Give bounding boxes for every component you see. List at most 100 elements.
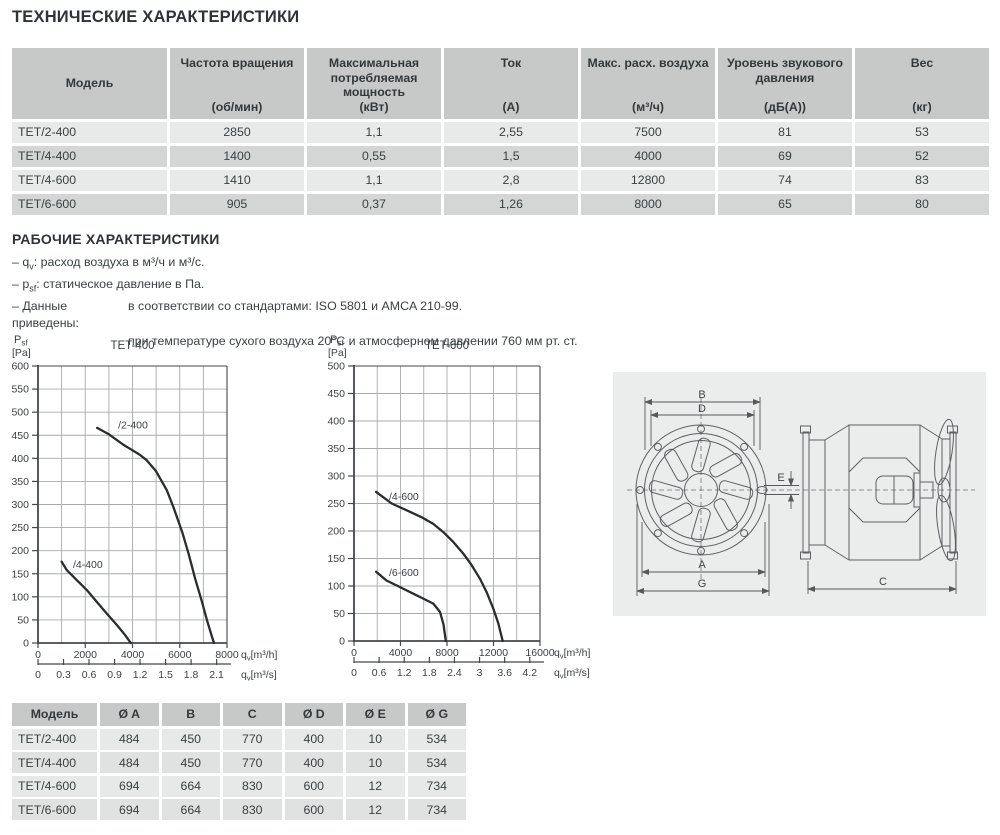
value-cell: 1,5: [444, 145, 578, 167]
model-cell: ТЕТ/6-600: [12, 193, 167, 215]
svg-text:400: 400: [327, 416, 345, 428]
svg-text:2.1: 2.1: [209, 669, 224, 681]
value-cell: 400: [284, 728, 343, 750]
value-cell: 600: [284, 799, 343, 820]
svg-text:0.6: 0.6: [82, 669, 97, 681]
propeller-hub: [937, 477, 951, 503]
column-header: Вес (кг): [855, 48, 989, 119]
svg-text:300: 300: [11, 499, 29, 511]
value-cell: 65: [718, 193, 852, 215]
svg-text:1.8: 1.8: [184, 669, 199, 681]
svg-text:150: 150: [327, 553, 345, 565]
model-cell: ТЕТ/4-400: [12, 145, 167, 167]
svg-text:0: 0: [35, 669, 41, 681]
svg-text:0: 0: [23, 638, 29, 650]
value-cell: 694: [100, 775, 159, 797]
value-cell: 484: [100, 728, 159, 750]
column-header: Макс. расх. воздуха (м³/ч): [581, 48, 715, 119]
value-cell: 534: [407, 728, 466, 750]
svg-text:500: 500: [11, 407, 29, 419]
value-cell: 534: [407, 752, 466, 773]
svg-text:qv[m³/h]: qv[m³/h]: [554, 647, 591, 661]
technical-specs-table: Модель Частота вращения (об/мин) Максимальн…: [12, 48, 989, 215]
svg-text:250: 250: [11, 522, 29, 534]
svg-text:Psf: Psf: [14, 334, 28, 348]
model-cell: ТЕТ/4-600: [12, 775, 97, 797]
model-cell: ТЕТ/4-600: [12, 169, 167, 191]
svg-text:300: 300: [327, 471, 345, 483]
value-cell: 484: [100, 752, 159, 773]
svg-text:/2-400: /2-400: [118, 419, 148, 431]
value-cell: 12800: [581, 169, 715, 191]
svg-text:350: 350: [327, 443, 345, 455]
svg-text:0.6: 0.6: [372, 667, 387, 679]
column-header: Ø G: [407, 703, 466, 726]
svg-text:2000: 2000: [74, 649, 98, 661]
svg-text:qv[m³/s]: qv[m³/s]: [554, 667, 590, 681]
svg-text:500: 500: [327, 361, 345, 373]
svg-text:/4-600: /4-600: [389, 491, 419, 503]
svg-text:0: 0: [339, 636, 345, 648]
svg-text:2.4: 2.4: [447, 667, 462, 679]
svg-text:4000: 4000: [121, 649, 145, 661]
value-cell: 770: [223, 752, 282, 773]
impeller-blades: [648, 437, 754, 543]
fan-front-view: [635, 424, 768, 556]
value-cell: 830: [223, 775, 282, 797]
value-cell: 10: [346, 752, 405, 773]
dimension-labels: B D A G E C: [698, 389, 887, 590]
svg-text:6000: 6000: [168, 649, 192, 661]
column-header: Уровень звукового давления (дБ(А)): [718, 48, 852, 119]
svg-text:0.3: 0.3: [56, 669, 71, 681]
dimension-lines: [636, 397, 957, 596]
svg-text:150: 150: [11, 568, 29, 580]
svg-text:4.2: 4.2: [522, 667, 537, 679]
svg-text:450: 450: [327, 388, 345, 400]
value-cell: 770: [223, 728, 282, 750]
value-cell: 8000: [581, 193, 715, 215]
value-cell: 74: [718, 169, 852, 191]
column-header: B: [161, 703, 220, 726]
value-cell: 1,1: [307, 169, 441, 191]
value-cell: 830: [223, 799, 282, 820]
value-cell: 2,55: [444, 121, 578, 143]
svg-text:D: D: [698, 403, 706, 415]
value-cell: 664: [161, 799, 220, 820]
model-cell: ТЕТ/2-400: [12, 121, 167, 143]
svg-text:50: 50: [333, 608, 345, 620]
flange-bolt-holes: [636, 425, 768, 555]
value-cell: 400: [284, 752, 343, 773]
note-standards: – Данные приведены: в соответствии со ста…: [12, 298, 463, 331]
section-title-performance: РАБОЧИЕ ХАРАКТЕРИСТИКИ: [12, 231, 220, 247]
svg-text:A: A: [698, 559, 706, 571]
value-cell: 1400: [170, 145, 304, 167]
svg-text:E: E: [777, 472, 784, 484]
svg-text:550: 550: [11, 384, 29, 396]
svg-text:0: 0: [351, 667, 357, 679]
svg-text:12000: 12000: [479, 647, 508, 659]
svg-text:8000: 8000: [435, 647, 459, 659]
svg-text:[Pa]: [Pa]: [12, 347, 31, 359]
value-cell: 12: [346, 775, 405, 797]
fan-side-view: [800, 418, 958, 562]
column-header: Ток (А): [444, 48, 578, 119]
svg-text:1.5: 1.5: [158, 669, 173, 681]
svg-text:450: 450: [11, 430, 29, 442]
model-cell: ТЕТ/6-600: [12, 799, 97, 820]
svg-text:/4-400: /4-400: [73, 559, 103, 571]
svg-text:3: 3: [477, 667, 483, 679]
svg-text:Psf: Psf: [330, 334, 344, 348]
column-header: Максимальная потребляемая мощность (кВт): [307, 48, 441, 119]
value-cell: 53: [855, 121, 989, 143]
value-cell: 0,55: [307, 145, 441, 167]
model-cell: ТЕТ/4-400: [12, 752, 97, 773]
svg-text:50: 50: [17, 614, 29, 626]
svg-text:200: 200: [327, 526, 345, 538]
value-cell: 80: [855, 193, 989, 215]
svg-text:350: 350: [11, 476, 29, 488]
svg-text:16000: 16000: [525, 647, 554, 659]
propeller-blade-top: [934, 418, 954, 486]
note-conditions: при температуре сухого воздуха 20°C и ат…: [128, 333, 578, 348]
